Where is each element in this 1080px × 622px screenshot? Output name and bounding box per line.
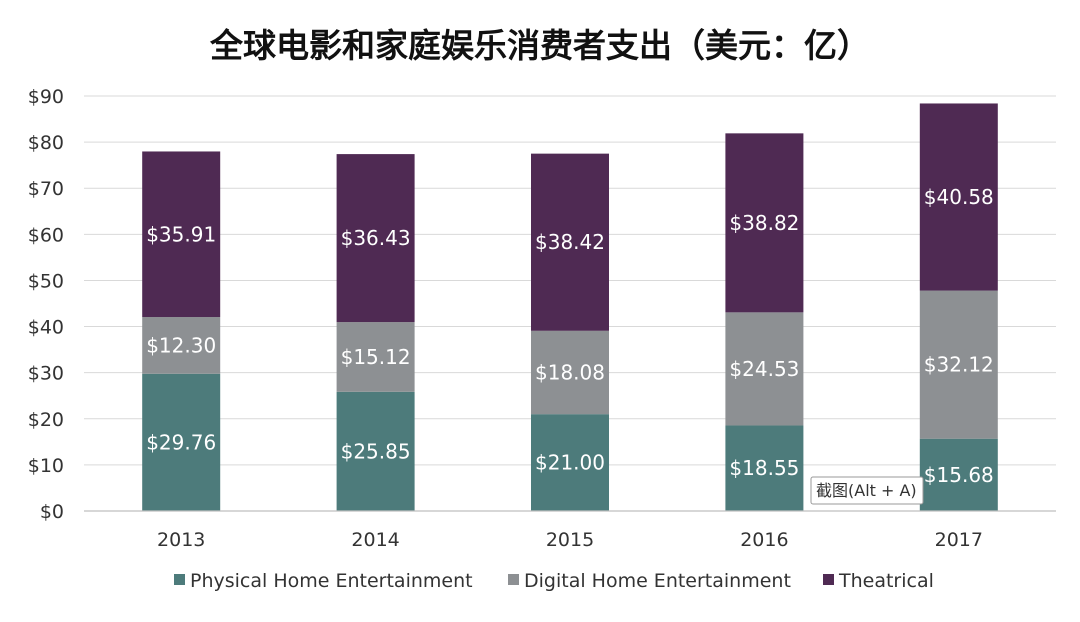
data-label-2015-series-3: $38.42: [535, 230, 605, 254]
data-label-2016-series-3: $38.82: [729, 211, 799, 235]
bar-2016-series-2: [725, 312, 804, 426]
screenshot-tooltip: 截图(Alt + A): [810, 476, 924, 505]
bar-2014-series-2: [336, 322, 415, 392]
y-tick-label-10: $10: [28, 455, 64, 477]
x-tick-label-2015: 2015: [546, 529, 594, 551]
y-tick-label-70: $70: [28, 178, 64, 200]
data-label-2015-series-1: $21.00: [535, 451, 605, 475]
y-tick-label-50: $50: [28, 270, 64, 292]
y-axis: $0 $10 $20 $30 $40 $50 $60 $70 $80 $90: [28, 86, 64, 523]
y-tick-label-40: $40: [28, 317, 64, 339]
data-label-2014-series-3: $36.43: [341, 226, 411, 250]
data-label-2013-series-3: $35.91: [146, 222, 216, 246]
bars-layer: [142, 103, 998, 511]
y-tick-label-0: $0: [40, 501, 64, 523]
bar-2015-series-3: [531, 153, 609, 331]
legend-swatch-3: [823, 574, 834, 585]
x-axis: 2013 2014 2015 2016 2017: [84, 510, 1056, 551]
legend: Physical Home Entertainment Digital Home …: [174, 570, 934, 592]
y-tick-label-80: $80: [28, 132, 64, 154]
legend-label-1: Physical Home Entertainment: [190, 570, 473, 592]
bar-2014-series-1: [336, 391, 415, 511]
y-tick-label-60: $60: [28, 224, 64, 246]
data-label-2014-series-1: $25.85: [341, 439, 411, 463]
data-label-2013-series-1: $29.76: [146, 430, 216, 454]
data-label-2014-series-2: $15.12: [341, 345, 411, 369]
bar-2013-series-1: [142, 373, 221, 511]
x-tick-label-2017: 2017: [935, 529, 983, 551]
bar-2016-series-3: [725, 133, 804, 313]
bar-2017-series-2: [919, 290, 998, 439]
bar-2014-series-3: [336, 154, 415, 323]
bar-2017-series-3: [919, 103, 998, 291]
bar-labels-layer: $29.76 $12.30 $35.91 $25.85 $15.12 $36.43 $21.…: [146, 185, 994, 487]
x-tick-label-2016: 2016: [740, 529, 788, 551]
y-tick-label-90: $90: [28, 86, 64, 108]
bar-2016-series-1: [725, 425, 804, 511]
bar-2013-series-2: [142, 317, 221, 374]
legend-label-2: Digital Home Entertainment: [524, 570, 791, 592]
data-label-2015-series-2: $18.08: [535, 360, 605, 384]
x-tick-label-2014: 2014: [351, 529, 399, 551]
bar-2015-series-2: [531, 330, 609, 415]
tooltip-text: 截图(Alt + A): [816, 481, 917, 500]
y-tick-label-30: $30: [28, 363, 64, 385]
data-label-2017-series-1: $15.68: [924, 463, 994, 487]
legend-swatch-2: [508, 574, 519, 585]
tooltip-box: [810, 476, 924, 505]
data-label-2016-series-1: $18.55: [729, 456, 799, 480]
data-label-2017-series-3: $40.58: [924, 185, 994, 209]
data-label-2016-series-2: $24.53: [729, 357, 799, 381]
data-label-2017-series-2: $32.12: [924, 353, 994, 377]
x-tick-label-2013: 2013: [157, 529, 205, 551]
legend-label-3: Theatrical: [838, 570, 934, 592]
data-label-2013-series-2: $12.30: [146, 333, 216, 357]
bar-2015-series-1: [531, 414, 609, 511]
chart-title: 全球电影和家庭娱乐消费者支出（美元：亿）: [209, 26, 870, 65]
legend-swatch-1: [174, 574, 185, 585]
y-tick-label-20: $20: [28, 409, 64, 431]
bar-2013-series-3: [142, 151, 221, 318]
bar-2017-series-1: [919, 438, 998, 511]
